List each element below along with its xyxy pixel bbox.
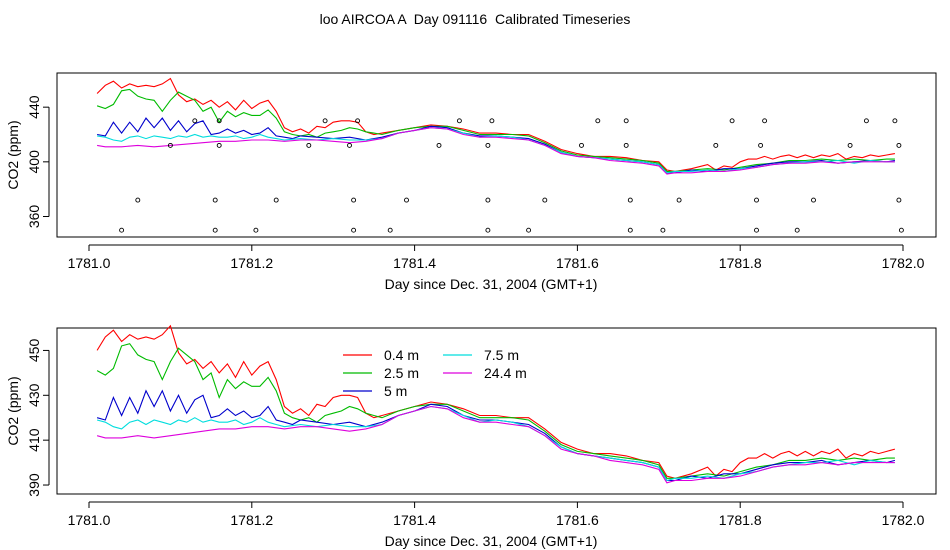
marker-point bbox=[660, 227, 666, 233]
marker-point bbox=[306, 142, 312, 148]
marker-point bbox=[847, 142, 853, 148]
series-line-0 bbox=[96, 77, 895, 172]
plot-frame-bottom bbox=[56, 327, 937, 495]
y-axis-label-top: CO2 (ppm) bbox=[5, 120, 21, 189]
y-tick-label: 430 bbox=[26, 383, 42, 407]
legend-label-3: 7.5 m bbox=[484, 347, 519, 363]
series-line-4 bbox=[97, 127, 895, 175]
marker-point bbox=[456, 118, 462, 124]
marker-point bbox=[489, 118, 495, 124]
marker-point bbox=[896, 142, 902, 148]
y-tick-label: 400 bbox=[26, 150, 42, 174]
panel-bottom: 1781.0 1781.2 1781.4 1781.6 1781.8 1782.0 390… bbox=[5, 324, 937, 549]
marker-point bbox=[892, 118, 898, 124]
marker-point bbox=[135, 197, 141, 203]
marker-point bbox=[436, 142, 442, 148]
marker-point bbox=[627, 197, 633, 203]
marker-point bbox=[676, 197, 682, 203]
marker-point bbox=[351, 197, 357, 203]
marker-point bbox=[542, 197, 548, 203]
x-tick-label: 1782.0 bbox=[882, 255, 925, 271]
marker-point bbox=[355, 118, 361, 124]
y-axis-bottom: 390 410 430 450 bbox=[26, 339, 50, 497]
marker-point bbox=[387, 227, 393, 233]
x-tick-label: 1781.8 bbox=[719, 512, 762, 528]
marker-point bbox=[216, 142, 222, 148]
chart-title: loo AIRCOA A Day 091116 Calibrated Times… bbox=[319, 11, 631, 27]
marker-group-top bbox=[119, 118, 904, 233]
y-tick-label: 410 bbox=[26, 428, 42, 452]
marker-point bbox=[351, 227, 357, 233]
marker-point bbox=[253, 227, 259, 233]
marker-point bbox=[758, 142, 764, 148]
plot-frame-top bbox=[56, 72, 937, 238]
series-line-1 bbox=[96, 343, 895, 479]
y-axis-top: 360 400 440 bbox=[26, 95, 50, 229]
marker-point bbox=[212, 227, 218, 233]
marker-point bbox=[623, 142, 629, 148]
marker-point bbox=[754, 227, 759, 233]
y-tick-label: 360 bbox=[26, 205, 42, 229]
x-tick-label: 1781.2 bbox=[230, 255, 273, 271]
marker-point bbox=[623, 118, 629, 124]
y-tick-label: 390 bbox=[26, 473, 42, 497]
marker-point bbox=[863, 118, 869, 124]
legend-label-4: 24.4 m bbox=[484, 365, 527, 381]
marker-point bbox=[212, 197, 218, 203]
marker-point bbox=[811, 197, 816, 203]
y-tick-label: 440 bbox=[26, 95, 42, 119]
marker-point bbox=[167, 142, 173, 148]
marker-point bbox=[794, 227, 800, 233]
panel-top: 1781.0 1781.2 1781.4 1781.6 1781.8 1782.0 360… bbox=[5, 72, 937, 292]
series-line-4 bbox=[96, 405, 895, 484]
x-axis-label-top: Day since Dec. 31, 2004 (GMT+1) bbox=[385, 276, 598, 292]
legend: 0.4 m 2.5 m 5 m 7.5 m 24.4 m bbox=[343, 347, 527, 399]
marker-point bbox=[898, 227, 904, 233]
series-group-bottom bbox=[96, 324, 896, 484]
x-tick-label: 1781.4 bbox=[393, 255, 436, 271]
x-tick-label: 1781.6 bbox=[556, 255, 599, 271]
series-line-1 bbox=[96, 88, 895, 172]
marker-point bbox=[579, 142, 584, 148]
marker-point bbox=[273, 197, 279, 203]
marker-point bbox=[729, 118, 735, 124]
marker-point bbox=[216, 118, 222, 124]
legend-label-2: 5 m bbox=[384, 383, 407, 399]
marker-point bbox=[526, 227, 532, 233]
x-tick-label: 1781.0 bbox=[68, 512, 111, 528]
marker-point bbox=[322, 118, 328, 124]
x-tick-label: 1781.8 bbox=[719, 255, 762, 271]
marker-point bbox=[119, 227, 125, 233]
marker-point bbox=[485, 227, 491, 233]
x-tick-label: 1781.6 bbox=[556, 512, 599, 528]
marker-point bbox=[595, 118, 601, 124]
y-axis-label-bottom: CO2 (ppm) bbox=[5, 376, 21, 445]
legend-label-1: 2.5 m bbox=[384, 365, 419, 381]
x-tick-label: 1781.0 bbox=[68, 255, 111, 271]
x-axis-top: 1781.0 1781.2 1781.4 1781.6 1781.8 1782.0 bbox=[68, 244, 925, 271]
legend-label-0: 0.4 m bbox=[384, 347, 419, 363]
x-axis-label-bottom: Day since Dec. 31, 2004 (GMT+1) bbox=[385, 533, 598, 549]
marker-point bbox=[485, 197, 491, 203]
marker-point bbox=[896, 197, 902, 203]
x-tick-label: 1782.0 bbox=[882, 512, 925, 528]
marker-point bbox=[347, 142, 352, 148]
x-tick-label: 1781.4 bbox=[393, 512, 436, 528]
x-axis-bottom: 1781.0 1781.2 1781.4 1781.6 1781.8 1782.0 bbox=[68, 501, 925, 528]
marker-point bbox=[762, 118, 768, 124]
marker-point bbox=[485, 142, 491, 148]
marker-point bbox=[404, 197, 409, 203]
marker-point bbox=[192, 118, 198, 124]
y-tick-label: 450 bbox=[26, 339, 42, 363]
marker-point bbox=[754, 197, 759, 203]
series-line-0 bbox=[96, 324, 896, 479]
x-tick-label: 1781.2 bbox=[230, 512, 273, 528]
marker-point bbox=[627, 227, 633, 233]
series-group-top bbox=[96, 77, 895, 175]
marker-point bbox=[713, 142, 719, 148]
